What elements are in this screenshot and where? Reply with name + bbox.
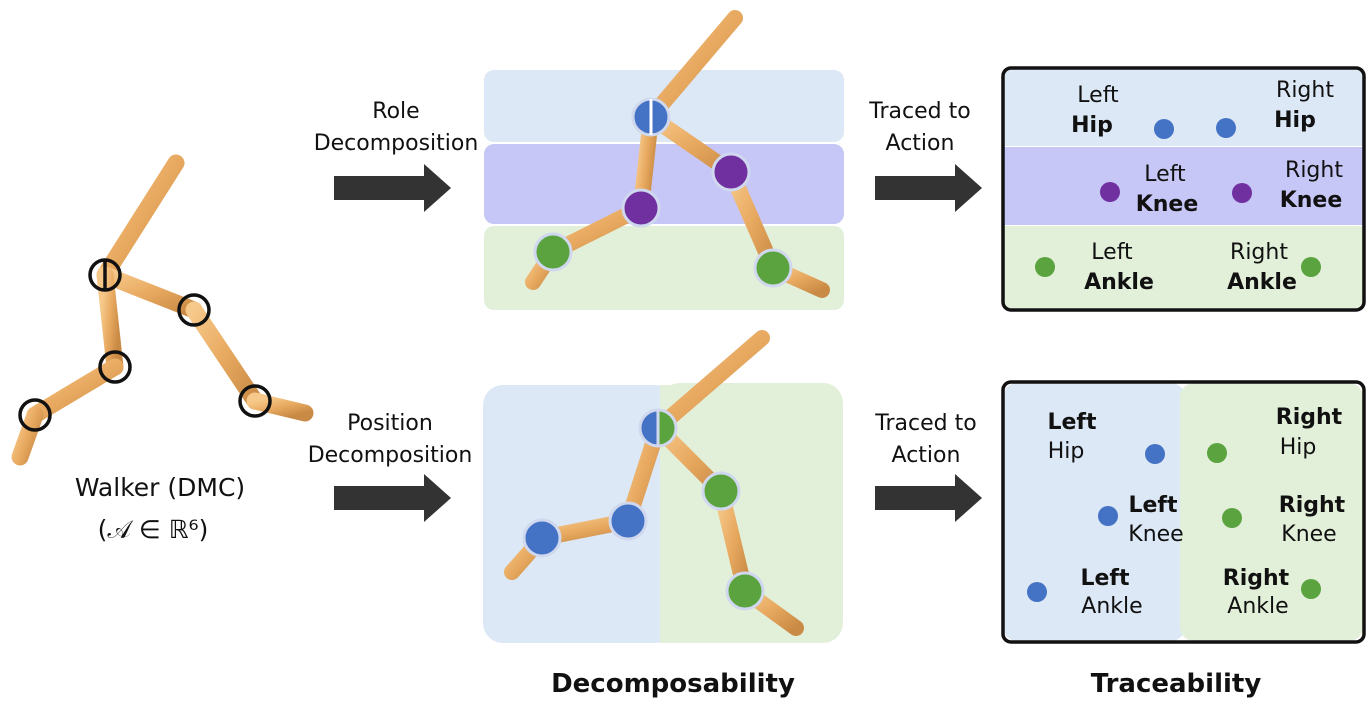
left-knee-dot bbox=[1100, 182, 1120, 202]
trace-bottom-label-2: Action bbox=[892, 443, 961, 468]
trace-top-label-2: Action bbox=[886, 131, 955, 156]
right-side-column bbox=[1180, 383, 1363, 641]
trace-top-label-1: Traced to bbox=[868, 99, 970, 124]
walker-name: Walker (DMC) bbox=[75, 473, 245, 502]
hip-row bbox=[1003, 69, 1363, 146]
left-hip-dot bbox=[1145, 444, 1165, 464]
right-hip-side: Right bbox=[1276, 78, 1334, 103]
left-knee-side: Left bbox=[1128, 493, 1178, 518]
decomposability-caption: Decomposability bbox=[551, 669, 795, 699]
left-hip-dot bbox=[1154, 119, 1174, 139]
position-decomposition-figure bbox=[483, 330, 843, 643]
right-knee-side: Right bbox=[1279, 493, 1346, 518]
role-arrow-label-1: Role bbox=[372, 99, 419, 124]
left-hip-side: Left bbox=[1077, 83, 1119, 108]
left-ankle-joint bbox=[522, 518, 562, 558]
left-knee-joint-label: Knee bbox=[1128, 522, 1183, 547]
knee-band bbox=[484, 144, 844, 224]
right-knee-dot bbox=[1232, 183, 1252, 203]
right-knee-side: Right bbox=[1285, 158, 1343, 183]
right-hip-dot bbox=[1207, 443, 1227, 463]
left-hip-joint-label: Hip bbox=[1048, 439, 1085, 464]
panel-border bbox=[1001, 66, 1366, 312]
trace-bottom-label-1: Traced to bbox=[874, 411, 976, 436]
left-side-column bbox=[1003, 383, 1185, 641]
right-ankle-joint bbox=[753, 248, 793, 288]
left-knee-side: Left bbox=[1144, 162, 1186, 187]
left-ankle-dot bbox=[1027, 582, 1047, 602]
left-ankle-joint-ring bbox=[18, 398, 52, 432]
trace-bottom-arrow: Traced to Action bbox=[874, 411, 982, 522]
right-arrow-icon bbox=[334, 474, 451, 522]
left-ankle-joint-label: Ankle bbox=[1084, 270, 1154, 295]
right-ankle-joint-label: Ankle bbox=[1227, 594, 1288, 619]
position-arrow-label-1: Position bbox=[347, 411, 433, 436]
right-arrow-icon bbox=[334, 164, 451, 212]
right-knee-joint bbox=[711, 152, 751, 192]
left-ankle-joint bbox=[533, 232, 573, 272]
hip-joint-left-half bbox=[638, 408, 660, 448]
right-knee-joint-label: Knee bbox=[1280, 188, 1343, 213]
right-hip-dot bbox=[1216, 118, 1236, 138]
right-knee-dot bbox=[1222, 508, 1242, 528]
trace-top-arrow: Traced to Action bbox=[868, 99, 982, 212]
right-ankle-joint-label: Ankle bbox=[1227, 270, 1297, 295]
left-knee-joint-label: Knee bbox=[1136, 192, 1199, 217]
right-ankle-joint bbox=[725, 571, 765, 611]
right-ankle-side: Right bbox=[1223, 566, 1290, 591]
role-trace-panel: Left Hip Right Hip Left Knee Right Knee … bbox=[1001, 66, 1366, 312]
left-ankle-side: Left bbox=[1091, 240, 1133, 265]
action-space-label: (𝒜 ∈ ℝ⁶) bbox=[98, 515, 209, 544]
right-arrow-icon bbox=[875, 164, 982, 212]
left-ankle-side: Left bbox=[1080, 566, 1130, 591]
right-ankle-dot bbox=[1301, 257, 1321, 277]
position-trace-panel: Left Hip Right Hip Left Knee Right Knee … bbox=[1001, 380, 1366, 644]
left-ankle-dot bbox=[1035, 257, 1055, 277]
right-ankle-joint-ring bbox=[238, 384, 272, 418]
right-knee-joint-label: Knee bbox=[1281, 522, 1336, 547]
right-knee-joint bbox=[701, 471, 741, 511]
right-hip-joint-label: Hip bbox=[1280, 435, 1317, 460]
right-hip-side: Right bbox=[1276, 405, 1343, 430]
left-knee-joint-ring bbox=[98, 350, 132, 384]
role-arrow-label-2: Decomposition bbox=[314, 131, 479, 156]
walker-figure: Walker (DMC) (𝒜 ∈ ℝ⁶) bbox=[11, 154, 314, 544]
right-side-band bbox=[660, 383, 843, 643]
role-decomposition-arrow: Role Decomposition bbox=[314, 99, 479, 212]
role-decomposition-figure bbox=[484, 10, 844, 310]
hip-joint-right-half bbox=[656, 408, 678, 448]
right-ankle-side: Right bbox=[1230, 240, 1288, 265]
left-hip-side: Left bbox=[1047, 410, 1097, 435]
position-decomposition-arrow: Position Decomposition bbox=[308, 411, 473, 522]
panel-border bbox=[1001, 380, 1366, 644]
left-hip-joint-label: Hip bbox=[1071, 113, 1113, 138]
left-side-band bbox=[483, 385, 675, 643]
right-hip-joint-label: Hip bbox=[1274, 108, 1316, 133]
traceability-caption: Traceability bbox=[1091, 669, 1262, 699]
position-arrow-label-2: Decomposition bbox=[308, 443, 473, 468]
right-arrow-icon bbox=[875, 474, 982, 522]
left-ankle-joint-label: Ankle bbox=[1081, 594, 1142, 619]
left-knee-dot bbox=[1098, 506, 1118, 526]
left-knee-joint bbox=[621, 188, 661, 228]
knee-row bbox=[1003, 147, 1363, 225]
right-ankle-dot bbox=[1301, 579, 1321, 599]
right-knee-joint-ring bbox=[177, 293, 211, 327]
left-knee-joint bbox=[608, 501, 648, 541]
